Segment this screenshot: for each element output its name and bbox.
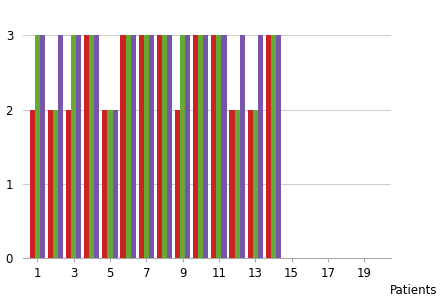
- Bar: [271, 35, 276, 258]
- Bar: [121, 35, 125, 258]
- Bar: [248, 110, 253, 258]
- Bar: [139, 35, 144, 258]
- Bar: [266, 35, 271, 258]
- Bar: [84, 35, 89, 258]
- Bar: [230, 110, 235, 258]
- Bar: [144, 35, 149, 258]
- Bar: [71, 35, 76, 258]
- Bar: [276, 35, 281, 258]
- Bar: [175, 110, 180, 258]
- X-axis label: Patients: Patients: [390, 284, 437, 297]
- Bar: [29, 110, 35, 258]
- Bar: [89, 35, 94, 258]
- Bar: [167, 35, 172, 258]
- Bar: [94, 35, 99, 258]
- Bar: [76, 35, 81, 258]
- Bar: [162, 35, 167, 258]
- Bar: [258, 35, 263, 258]
- Bar: [40, 35, 45, 258]
- Bar: [235, 110, 240, 258]
- Bar: [185, 35, 190, 258]
- Bar: [58, 35, 63, 258]
- Bar: [203, 35, 209, 258]
- Bar: [211, 35, 216, 258]
- Bar: [180, 35, 185, 258]
- Bar: [35, 35, 40, 258]
- Bar: [193, 35, 198, 258]
- Bar: [66, 110, 71, 258]
- Bar: [157, 35, 162, 258]
- Bar: [198, 35, 203, 258]
- Bar: [253, 110, 258, 258]
- Bar: [48, 110, 53, 258]
- Bar: [216, 35, 221, 258]
- Bar: [53, 110, 58, 258]
- Bar: [221, 35, 227, 258]
- Bar: [240, 35, 245, 258]
- Bar: [103, 110, 107, 258]
- Bar: [131, 35, 136, 258]
- Bar: [125, 35, 131, 258]
- Bar: [113, 110, 117, 258]
- Bar: [149, 35, 154, 258]
- Bar: [107, 110, 113, 258]
